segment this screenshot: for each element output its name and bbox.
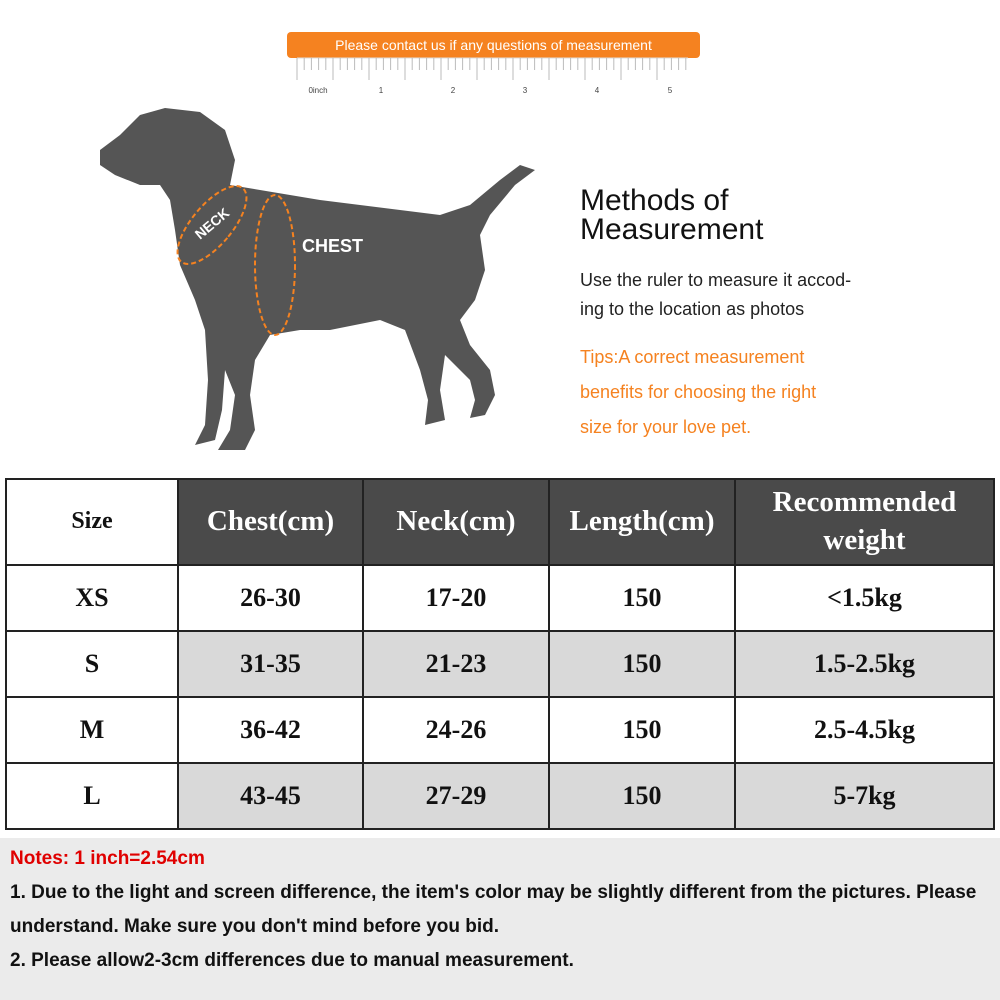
table-cell: 21-23 [362,630,550,698]
ruler-label: 2 [451,86,456,95]
dog-silhouette [100,108,535,450]
table-cell: 1.5-2.5kg [734,630,995,698]
table-cell: 150 [548,762,736,830]
heading-line: Measurement [580,213,764,246]
description-line: Use the ruler to measure it accod- [580,270,852,290]
heading-line: Methods of [580,184,729,217]
table-cell: 2.5-4.5kg [734,696,995,764]
table-cell: 27-29 [362,762,550,830]
notes: Notes: 1 inch=2.54cm 1. Due to the light … [0,838,1000,1000]
header-cell: Neck(cm) [362,478,550,566]
table-cell: 17-20 [362,564,550,632]
header-cell: Chest(cm) [177,478,364,566]
table-cell: 24-26 [362,696,550,764]
ruler-label: 0inch [308,86,327,95]
table-row: L 43-45 27-29 150 5-7kg [5,762,995,830]
description: Use the ruler to measure it accod-ing to… [580,266,851,324]
table-cell: L [5,762,179,830]
tips: Tips:A correct measurement benefits for c… [580,340,816,445]
table-cell: 31-35 [177,630,364,698]
table-cell: 26-30 [177,564,364,632]
note-item: 1. Due to the light and screen differenc… [10,882,977,937]
table-cell: 150 [548,630,736,698]
table-row: S 31-35 21-23 150 1.5-2.5kg [5,630,995,698]
table-cell: 43-45 [177,762,364,830]
table-row: XS 26-30 17-20 150 <1.5kg [5,564,995,632]
table-cell: 36-42 [177,696,364,764]
table-row: M 36-42 24-26 150 2.5-4.5kg [5,696,995,764]
table-cell: S [5,630,179,698]
header-cell: Recommended weight [734,478,995,566]
table-cell: 150 [548,564,736,632]
tips-line: Tips:A correct measurement [580,347,805,367]
notes-title: Notes: 1 inch=2.54cm [10,848,205,869]
ruler-label: 1 [379,86,384,95]
table-cell: <1.5kg [734,564,995,632]
heading: Methods of Measurement [580,184,764,246]
ruler-label: 4 [595,86,600,95]
ruler-label: 3 [523,86,528,95]
tips-line: size for your love pet. [580,417,752,437]
illustration: NECK CHEST 0inch 1 2 3 4 5 [100,57,688,450]
description-line: ing to the location as photos [580,299,805,319]
table-cell: 5-7kg [734,762,995,830]
ruler-label: 5 [668,86,673,95]
header-cell: Length(cm) [548,478,736,566]
table-cell: XS [5,564,179,632]
note-item: 2. Please allow2-3cm differences due to … [10,950,574,971]
size-table: Size Chest(cm) Neck(cm) Length(cm) Recommend… [5,478,995,830]
table-cell: M [5,696,179,764]
header-row: Size Chest(cm) Neck(cm) Length(cm) Recommend… [5,478,995,566]
table-cell: 150 [548,696,736,764]
header-cell: Size [5,478,179,566]
banner: Please contact us if any questions of me… [287,32,700,58]
chest-label: CHEST [302,236,363,256]
tips-line: benefits for choosing the right [580,382,817,402]
